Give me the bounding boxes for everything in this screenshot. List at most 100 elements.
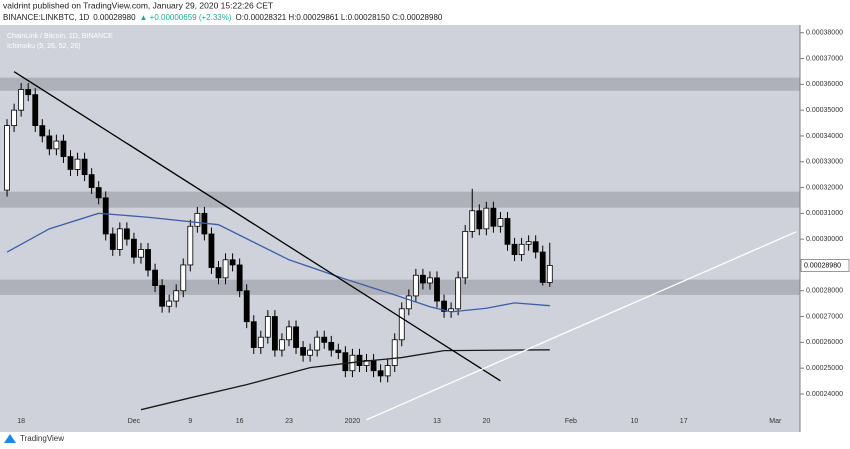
y-tick-label: 0.00036000 [806, 81, 843, 88]
candle-body [187, 225, 194, 266]
candle-body [145, 249, 151, 271]
candle-body [483, 207, 490, 230]
candle-body [39, 125, 46, 137]
candle-body [504, 218, 511, 245]
candle-body [250, 321, 257, 348]
watermark: TradingView [4, 434, 64, 443]
candle-body [60, 140, 67, 157]
candle-body [405, 295, 412, 310]
x-tick-label: 20 [482, 418, 490, 425]
x-tick-label: 2020 [345, 418, 361, 425]
candle-body [314, 336, 321, 351]
candle-body [102, 197, 109, 235]
price-axis-panel [800, 25, 850, 432]
candle-body [335, 349, 342, 354]
candle-body [194, 212, 201, 227]
y-tick-label: 0.00026000 [806, 339, 843, 346]
y-tick-label: 0.00025000 [806, 365, 843, 372]
candle-body [222, 259, 229, 279]
x-tick-label: 10 [630, 418, 638, 425]
candle-body [11, 109, 17, 127]
y-tick-label: 0.00034000 [806, 133, 843, 140]
candle-body [88, 174, 95, 188]
x-tick-label: 16 [236, 418, 244, 425]
candle-body [384, 365, 391, 377]
x-tick-label: 9 [188, 418, 192, 425]
plot-background [0, 25, 800, 432]
candle-body [420, 274, 426, 284]
candle-body [138, 249, 144, 258]
publish-info: valdrint published on TradingView.com, J… [3, 0, 273, 10]
candle-body [546, 265, 553, 283]
y-tick-label: 0.00027000 [806, 313, 843, 320]
ohlc: O:0.00028321 H:0.00029861 L:0.00028150 C… [236, 13, 443, 22]
candle-body [25, 89, 32, 96]
y-tick-label: 0.00028000 [806, 288, 843, 295]
candle-body [328, 341, 335, 351]
watermark-text: TradingView [20, 434, 64, 443]
x-tick-label: Feb [565, 418, 577, 425]
candle-body [243, 290, 250, 323]
last-price-label: 0.00028980 [804, 262, 841, 269]
symbol-info: BINANCE:LINKBTC, 1D 0.00028980 ▲ +0.000006… [3, 13, 443, 22]
chart-subtitle: Ichimoku (9, 26, 52, 26) [7, 43, 81, 50]
candle-body [293, 326, 299, 348]
candle-body [152, 269, 158, 286]
candle-body [32, 94, 39, 127]
candle-body [208, 233, 215, 268]
y-tick-label: 0.00035000 [806, 107, 843, 114]
candle-body [462, 231, 469, 279]
candle-body [18, 89, 25, 111]
candle-body [271, 316, 278, 351]
candle-body [532, 241, 539, 253]
candle-body [469, 210, 476, 232]
candle-body [159, 285, 166, 307]
x-tick-label: 17 [680, 418, 688, 425]
y-tick-label: 0.00024000 [806, 391, 843, 398]
x-tick-label: 18 [17, 418, 25, 425]
candle-body [95, 187, 102, 199]
candle-body [286, 326, 292, 341]
line-series [140, 349, 550, 411]
y-tick-label: 0.00033000 [806, 159, 843, 166]
y-tick-label: 0.00037000 [806, 55, 843, 62]
symbol: BINANCE:LINKBTC, 1D [3, 13, 89, 22]
candle-body [356, 354, 363, 366]
price: 0.00028980 [93, 13, 136, 22]
x-tick-label: 13 [433, 418, 441, 425]
candle-body [81, 158, 88, 176]
candle-body [511, 243, 518, 256]
candle-body [123, 228, 130, 240]
y-tick-label: 0.00030000 [806, 236, 843, 243]
line-series [13, 71, 501, 382]
candle-body [391, 339, 398, 366]
candle-body [518, 243, 525, 256]
candle-body [342, 352, 349, 372]
candle-body [412, 274, 419, 297]
candle-body [441, 300, 447, 312]
candle-body [434, 277, 440, 302]
candle-body [173, 290, 180, 302]
axis-layer: 0.00038000 0.00037000 0.00036000 0.00035000… [800, 30, 850, 398]
zone [0, 191, 800, 208]
candle-body [131, 238, 137, 258]
candle-body [46, 135, 53, 150]
candle-body [4, 125, 10, 191]
candle-body [180, 264, 187, 292]
candle-body [525, 241, 532, 245]
y-tick-label: 0.00032000 [806, 184, 843, 191]
candle-body [427, 277, 433, 284]
candle-body [215, 267, 222, 279]
candle-body [377, 370, 384, 377]
chart-title: ChainLink / Bitcoin, 1D, BINANCE [7, 33, 113, 40]
candle-body [116, 228, 123, 250]
zone [0, 279, 800, 295]
candle-body [398, 308, 405, 341]
change: ▲ +0.00000659 (+2.33%) [140, 13, 232, 22]
candle-body [370, 360, 377, 372]
y-tick-label: 0.00038000 [806, 30, 843, 37]
watermark-logo [4, 434, 16, 443]
candle-body [257, 336, 264, 348]
candle-body [539, 251, 546, 283]
